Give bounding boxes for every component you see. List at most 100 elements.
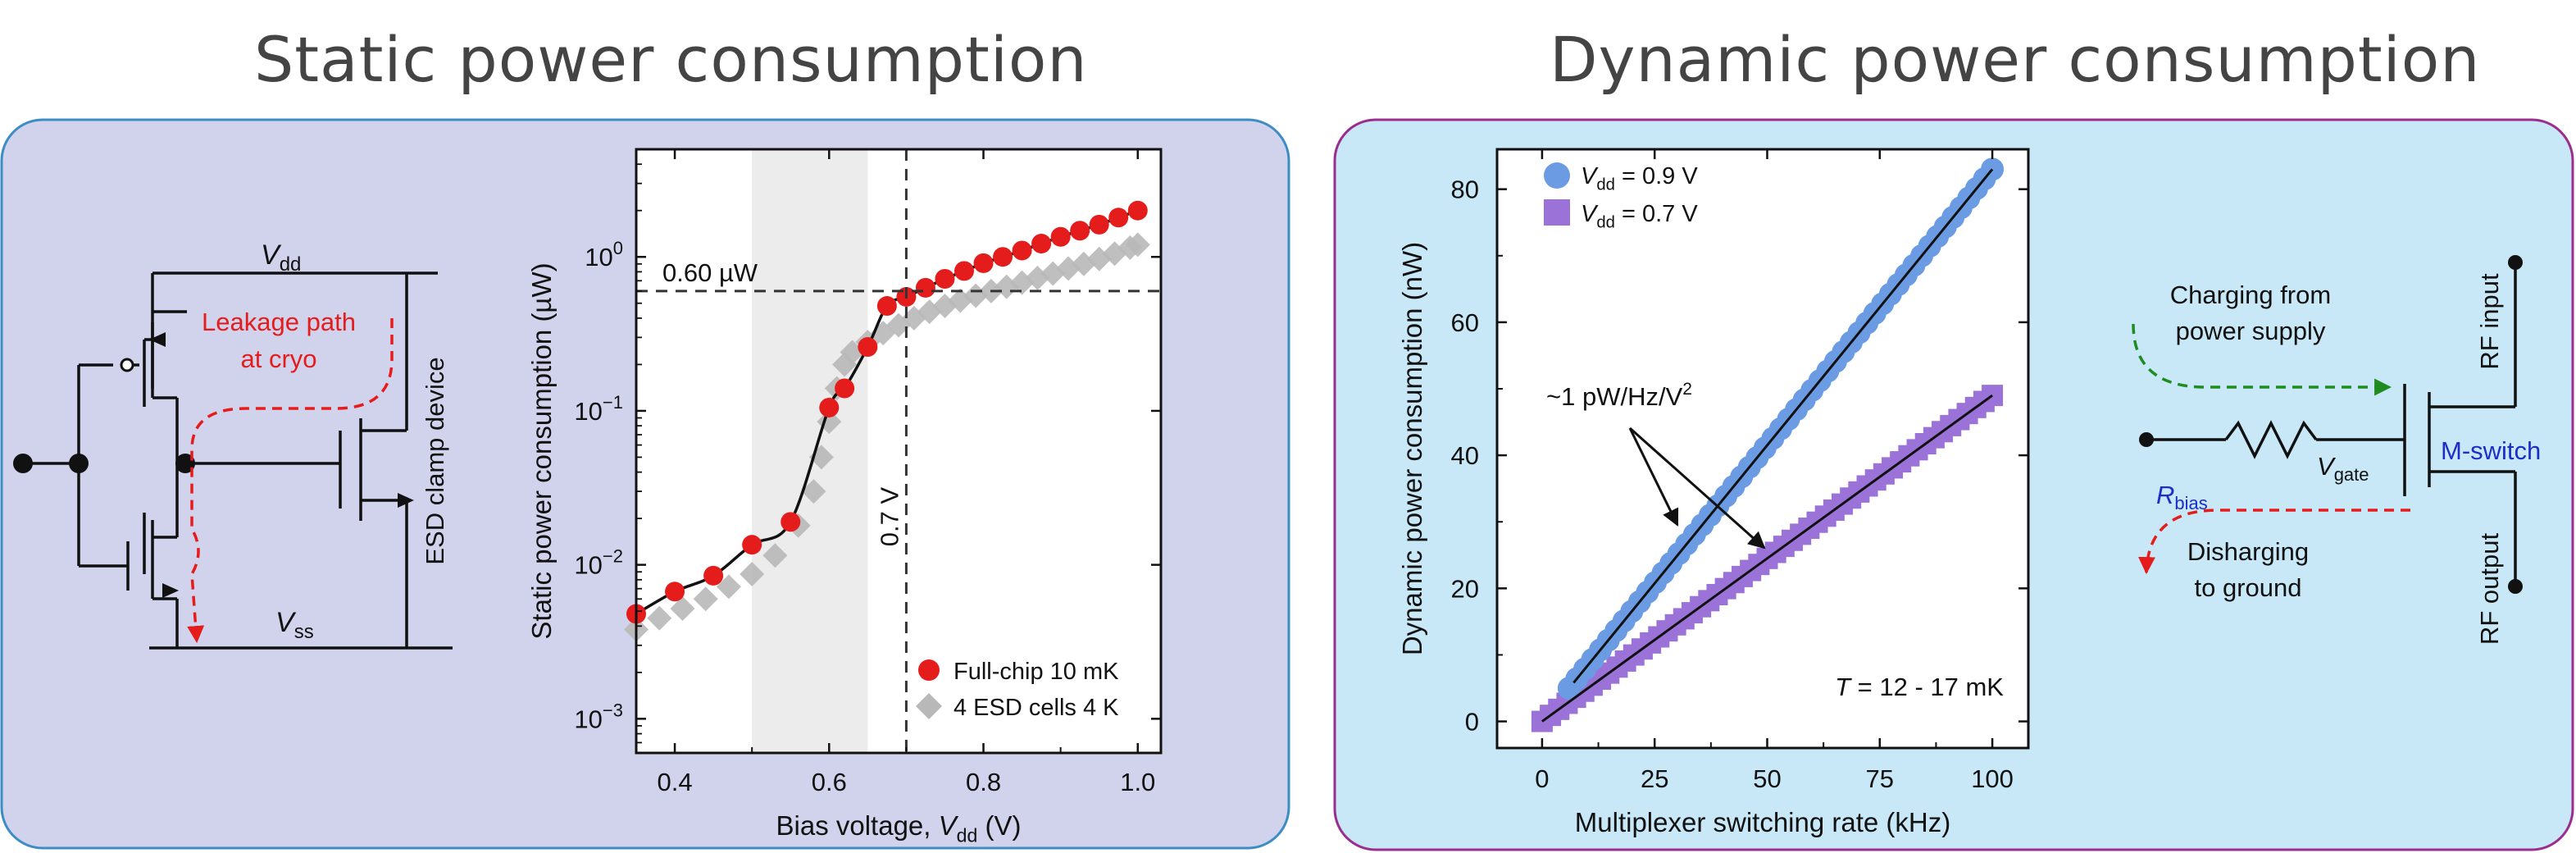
x-tick-label: 25	[1641, 764, 1668, 793]
esd-data-point	[1125, 232, 1150, 258]
slope-annotation: ~1 pW/Hz/V2	[1546, 380, 1692, 411]
full-chip-data-point	[935, 268, 955, 289]
esd-arrow-icon	[398, 493, 414, 508]
slope-arrow-purple	[1629, 426, 1766, 550]
dynamic-panel-title: Dynamic power consumption	[1550, 23, 2481, 96]
discharging-label-line1: Disharging	[2187, 537, 2309, 566]
vgate-terminal	[2139, 432, 2154, 447]
static-plot-area	[636, 149, 1161, 753]
rf-output-terminal	[2508, 579, 2523, 594]
charging-arrow	[2132, 323, 2392, 396]
full-chip-data-point	[915, 277, 935, 298]
y-tick-label: 40	[1451, 441, 1479, 470]
esd-data-point	[647, 605, 672, 631]
dynamic-axes-frame	[1495, 148, 2030, 750]
full-chip-data-point	[781, 512, 801, 532]
voltage-line-label: 0.7 V	[875, 486, 903, 546]
x-tick-label: 0	[1535, 764, 1549, 793]
nmos-arrow-icon	[162, 583, 179, 598]
pmos-arrow-icon	[149, 332, 166, 347]
legend-vdd09-label: Vdd = 0.9 V	[1581, 163, 1698, 194]
legend-full-chip-marker	[918, 659, 940, 681]
temperature-annotation: T = 12 - 17 mK	[1835, 673, 2004, 701]
vdd-label: Vdd	[261, 239, 301, 276]
full-chip-data-point	[1031, 233, 1052, 253]
mswitch-schematic	[2152, 267, 2517, 586]
slope-arrow-blue	[1628, 427, 1679, 527]
legend-vdd07-marker	[1544, 199, 1570, 226]
full-chip-data-point	[993, 247, 1013, 267]
full-chip-data-point	[742, 535, 762, 555]
static-power-chart: 0.60 µW 0.7 V 0.4 0.6 0.8 1.0 10−3 10−2 10−1 100 B…	[526, 148, 1163, 846]
esd-data-point	[693, 586, 718, 612]
full-chip-data-point	[1108, 208, 1129, 228]
full-chip-data-point	[858, 337, 878, 358]
vss-label: Vss	[275, 607, 314, 643]
rf-input-label: RF input	[2475, 273, 2504, 370]
x-tick-label: 50	[1753, 764, 1781, 793]
esd-data-point	[762, 543, 788, 568]
y-tick-label: 60	[1451, 308, 1479, 337]
discharging-label-line2: to ground	[2195, 573, 2302, 602]
x-tick-label: 75	[1866, 764, 1894, 793]
rf-input-terminal	[2508, 255, 2523, 270]
rf-output-label: RF output	[2475, 533, 2504, 645]
full-chip-data-point	[876, 296, 897, 317]
x-tick-label: 100	[1971, 764, 2014, 793]
legend-vdd07-label: Vdd = 0.7 V	[1581, 201, 1698, 231]
esd-data-point	[740, 561, 765, 586]
static-panel-title: Static power consumption	[254, 23, 1088, 96]
esd-data-point	[801, 479, 826, 504]
gate-junction-dot	[69, 454, 89, 473]
static-y-axis-label: Static power consumption (µW)	[526, 262, 557, 639]
y-tick-label: 20	[1451, 574, 1479, 603]
dynamic-y-axis-label: Dynamic power consumption (nW)	[1397, 242, 1427, 655]
full-chip-data-point	[703, 565, 724, 586]
x-tick-label: 0.4	[658, 768, 693, 796]
rbias-label: Rbias	[2156, 481, 2208, 513]
shaded-transition-region	[752, 149, 868, 753]
legend-full-chip-label: Full-chip 10 mK	[953, 659, 1119, 685]
esd-data-point	[716, 574, 741, 600]
full-chip-data-point	[973, 253, 994, 273]
legend-esd-label: 4 ESD cells 4 K	[953, 695, 1119, 721]
x-tick-label: 1.0	[1120, 768, 1155, 796]
y-tick-label: 10−1	[574, 392, 623, 426]
dynamic-power-chart: ~1 pW/Hz/V2 T = 12 - 17 mK 0 25 50 75 100 0 20 40…	[1397, 148, 2030, 837]
x-tick-label: 0.8	[966, 768, 1001, 796]
legend-esd-marker	[916, 693, 942, 719]
discharging-arrow	[2138, 509, 2410, 575]
output-junction-dot	[175, 454, 195, 473]
vdd07-fit-line	[1541, 394, 1993, 723]
vgate-label: Vgate	[2317, 452, 2369, 485]
full-chip-data-point	[954, 261, 974, 281]
leakage-label-line2: at cryo	[240, 344, 316, 373]
y-tick-label: 80	[1451, 176, 1479, 204]
charging-label-line1: Charging from	[2170, 281, 2331, 309]
input-terminal	[13, 454, 33, 473]
charging-label-line2: power supply	[2176, 317, 2326, 345]
static-axes-frame	[635, 148, 1163, 755]
y-tick-label: 100	[585, 238, 623, 271]
power-line-label: 0.60 µW	[662, 258, 758, 287]
full-chip-data-point	[1012, 240, 1032, 261]
legend-vdd09-marker	[1544, 162, 1570, 189]
esd-data-point	[670, 595, 695, 621]
y-tick-label: 0	[1465, 708, 1479, 737]
nmos-gate-bubble	[120, 358, 134, 372]
full-chip-data-point	[1050, 226, 1071, 247]
full-chip-data-point	[1127, 200, 1148, 221]
mswitch-label: M-switch	[2441, 436, 2541, 465]
static-x-axis-label: Bias voltage, Vdd (V)	[776, 810, 1022, 846]
full-chip-data-point	[819, 397, 840, 417]
esd-clamp-label: ESD clamp device	[421, 357, 449, 564]
y-tick-label: 10−2	[574, 546, 623, 580]
y-tick-label: 10−3	[574, 700, 623, 733]
x-tick-label: 0.6	[812, 768, 847, 796]
full-chip-data-point	[1089, 214, 1109, 235]
dynamic-x-axis-label: Multiplexer switching rate (kHz)	[1575, 807, 1950, 837]
cmos-esd-circuit	[23, 271, 453, 650]
full-chip-data-point	[835, 378, 855, 399]
vdd09-fit-line	[1572, 168, 1994, 684]
